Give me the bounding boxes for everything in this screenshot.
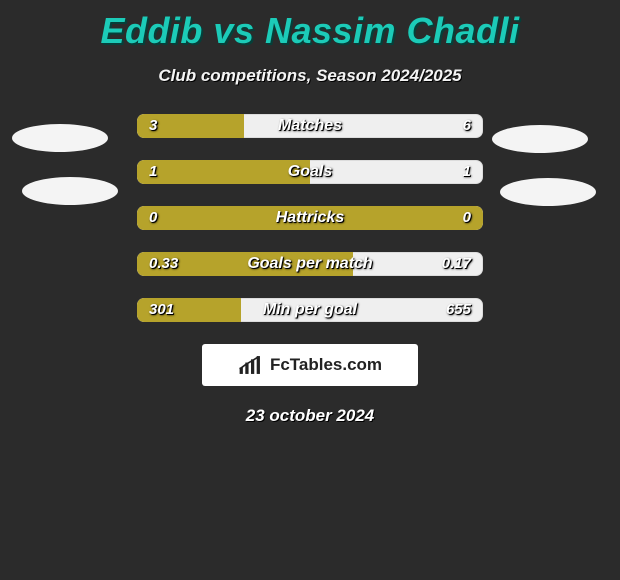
stat-bar [137,206,483,230]
left-value: 1 [149,160,157,184]
brand-label: FcTables.com [270,355,382,375]
right-value: 655 [446,298,471,322]
stat-row: 301655Min per goal [137,298,483,322]
right-value: 6 [463,114,471,138]
stat-bar [137,114,483,138]
left-value: 0 [149,206,157,230]
left-value: 3 [149,114,157,138]
stat-row: 0.330.17Goals per match [137,252,483,276]
stat-rows: 36Matches11Goals00Hattricks0.330.17Goals… [70,114,550,322]
stat-bar [137,252,483,276]
stat-row: 00Hattricks [137,206,483,230]
comparison-infographic: Eddib vs Nassim Chadli Club competitions… [0,0,620,580]
right-value: 1 [463,160,471,184]
subtitle: Club competitions, Season 2024/2025 [0,66,620,86]
page-title: Eddib vs Nassim Chadli [0,0,620,52]
left-value: 0.33 [149,252,178,276]
bar-chart-icon [238,354,264,376]
stat-row: 11Goals [137,160,483,184]
date-text: 23 october 2024 [0,406,620,426]
brand-box: FcTables.com [202,344,418,386]
right-value: 0.17 [442,252,471,276]
stat-row: 36Matches [137,114,483,138]
stat-bar-fill [137,160,310,184]
stat-bar-fill [137,206,483,230]
left-value: 301 [149,298,174,322]
stat-bar [137,160,483,184]
stat-bar [137,298,483,322]
right-value: 0 [463,206,471,230]
